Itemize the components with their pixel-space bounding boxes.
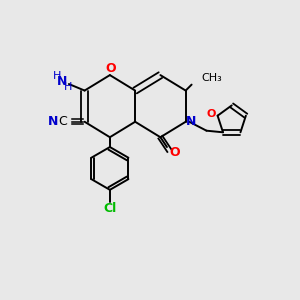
Text: H: H [53,71,61,81]
Text: CH₃: CH₃ [201,73,222,83]
Text: O: O [169,146,180,160]
Text: H: H [64,82,72,92]
Text: N: N [48,115,58,128]
Text: N: N [57,75,68,88]
Text: C: C [58,115,67,128]
Text: Cl: Cl [103,202,116,215]
Text: O: O [105,62,116,75]
Text: N: N [186,115,196,128]
Text: O: O [206,109,216,119]
